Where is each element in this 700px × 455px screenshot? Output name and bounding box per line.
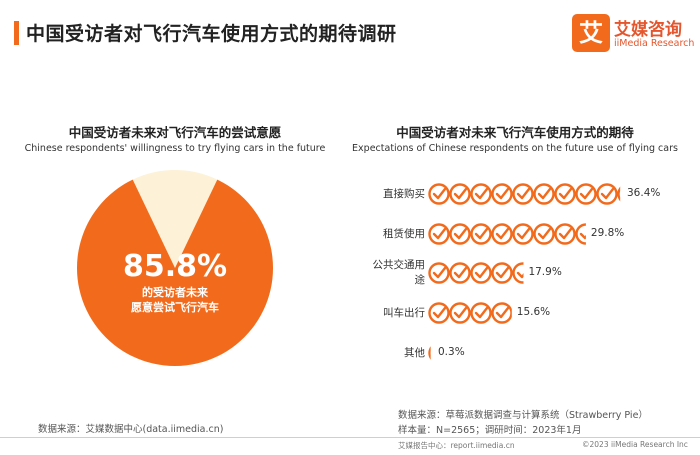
- logo-text-en: iiMedia Research: [614, 38, 695, 49]
- check-circle-icon: [449, 262, 471, 284]
- category-label-ride-hailing: 叫车出行: [383, 307, 425, 319]
- right-chart-subtitle: Expectations of Chinese respondents on t…: [352, 143, 678, 154]
- value-label-lease: 29.8%: [590, 227, 625, 239]
- right-data-source: 数据来源：草莓派数据调查与计算系统（Strawberry Pie）: [398, 410, 648, 421]
- check-circle-icon: [470, 302, 492, 324]
- value-label-ride-hailing: 15.6%: [516, 306, 551, 318]
- value-label-public-transport: 17.9%: [528, 266, 562, 278]
- page-title: 中国受访者对飞行汽车使用方式的期待调研: [26, 23, 397, 45]
- check-circle-icon: [596, 183, 618, 205]
- check-circle-icon: [470, 183, 492, 205]
- sample-info: 样本量：N=2565；调研时间：2023年1月: [398, 425, 582, 436]
- footer-divider: [0, 437, 700, 438]
- icon-row-other: [428, 341, 453, 365]
- check-circle-icon: [428, 262, 450, 284]
- logo-text-cn: 艾媒咨询: [614, 20, 682, 40]
- value-label-other: 0.3%: [438, 346, 465, 358]
- icon-strip: [428, 346, 431, 360]
- check-circle-icon: [491, 262, 513, 284]
- check-circle-icon: [449, 183, 471, 205]
- check-circle-icon: [491, 223, 513, 245]
- check-circle-icon: [491, 183, 513, 205]
- willingness-pie-chart: [77, 170, 273, 366]
- logo-mark: 艾: [572, 14, 610, 52]
- check-circle-icon: [512, 223, 534, 245]
- check-circle-icon: [470, 223, 492, 245]
- icon-row-public-transport: [428, 261, 537, 285]
- check-circle-icon: [491, 302, 512, 324]
- value-label-buy: 36.4%: [627, 187, 661, 199]
- check-circle-icon: [449, 223, 471, 245]
- left-data-source: 数据来源：艾媒数据中心(data.iimedia.cn): [38, 424, 224, 435]
- check-circle-icon: [449, 302, 471, 324]
- check-circle-icon: [428, 302, 450, 324]
- check-circle-icon: [428, 223, 450, 245]
- category-label-lease: 租赁使用: [383, 228, 425, 240]
- icon-row-lease: [428, 222, 600, 246]
- icon-row-buy: [428, 182, 642, 206]
- icon-strip: [428, 183, 621, 205]
- category-label-public-transport: 公共交通用途: [372, 259, 426, 286]
- left-chart-title: 中国受访者未来对飞行汽车的尝试意愿: [68, 125, 282, 140]
- check-circle-icon: [575, 183, 597, 205]
- check-circle-icon: [554, 183, 576, 205]
- title-accent-bar: [14, 21, 19, 45]
- icon-strip: [428, 302, 512, 324]
- check-circle-icon: [617, 186, 621, 202]
- pie-value-label: 85.8%: [122, 249, 228, 284]
- check-circle-icon: [512, 262, 524, 284]
- category-label-other: 其他: [404, 347, 425, 359]
- icon-strip: [428, 262, 524, 284]
- check-circle-icon: [428, 183, 450, 205]
- check-circle-icon: [533, 183, 555, 205]
- report-center-link[interactable]: 艾媒报告中心：report.iimedia.cn: [398, 441, 515, 450]
- check-circle-icon: [470, 262, 492, 284]
- left-chart-subtitle: Chinese respondents' willingness to try …: [24, 143, 326, 154]
- icon-row-ride-hailing: [428, 301, 516, 325]
- pie-caption-line2: 愿意尝试飞行汽车: [131, 301, 219, 314]
- right-chart-title: 中国受访者对未来飞行汽车使用方式的期待: [396, 125, 634, 140]
- category-label-buy: 直接购买: [383, 188, 425, 200]
- check-circle-icon: [575, 223, 586, 245]
- check-circle-icon: [554, 223, 576, 245]
- copyright: ©2023 iiMedia Research Inc: [582, 440, 688, 449]
- check-circle-icon: [533, 223, 555, 245]
- iimedia-logo: 艾 艾媒咨询 iiMedia Research: [572, 14, 694, 54]
- icon-strip: [428, 223, 586, 245]
- pie-caption-line1: 的受访者未来: [142, 286, 208, 299]
- check-circle-icon: [512, 183, 534, 205]
- check-circle-icon: [428, 346, 431, 360]
- pie-slice-willing: [77, 179, 273, 366]
